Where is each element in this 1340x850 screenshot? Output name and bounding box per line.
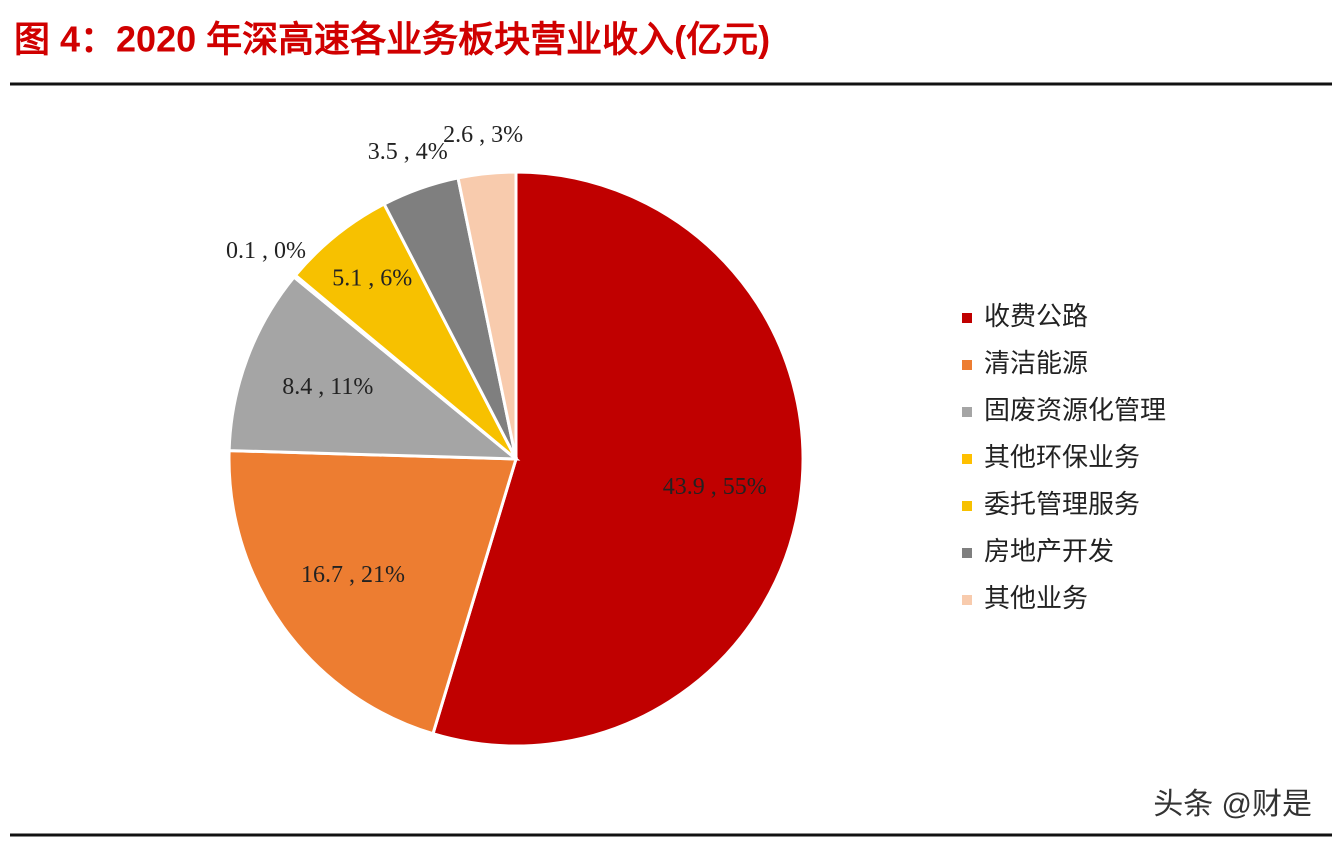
- legend-label: 其他环保业务: [984, 443, 1140, 473]
- pie-slice: [227, 449, 519, 736]
- legend-swatch: [962, 595, 972, 605]
- pie-slice: [456, 170, 518, 460]
- data-label: 16.7 , 21%: [301, 562, 405, 588]
- data-label: 43.9 , 55%: [663, 474, 767, 500]
- watermark: 头条 @财是: [1153, 788, 1312, 821]
- legend-label: 房地产开发: [984, 537, 1114, 567]
- legend-swatch: [962, 407, 972, 417]
- legend-label: 收费公路: [984, 302, 1088, 332]
- legend-label: 其他业务: [984, 584, 1088, 614]
- chart-title: 图 4：2020 年深高速各业务板块营业收入(亿元): [14, 19, 770, 60]
- data-label: 5.1 , 6%: [332, 266, 412, 292]
- data-label: 3.5 , 4%: [368, 139, 448, 165]
- data-label: 0.1 , 0%: [226, 238, 306, 264]
- legend-label: 固废资源化管理: [984, 396, 1166, 426]
- legend-swatch: [962, 313, 972, 323]
- legend-swatch: [962, 454, 972, 464]
- data-label: 8.4 , 11%: [282, 374, 373, 400]
- pie-slice: [431, 170, 805, 748]
- pie-slice: [227, 274, 521, 461]
- pie-slice: [293, 202, 518, 461]
- legend-label: 清洁能源: [984, 349, 1088, 379]
- legend-swatch: [962, 360, 972, 370]
- data-label: 2.6 , 3%: [443, 122, 523, 148]
- legend-label: 委托管理服务: [984, 490, 1140, 520]
- legend-swatch: [962, 501, 972, 511]
- legend-swatch: [962, 548, 972, 558]
